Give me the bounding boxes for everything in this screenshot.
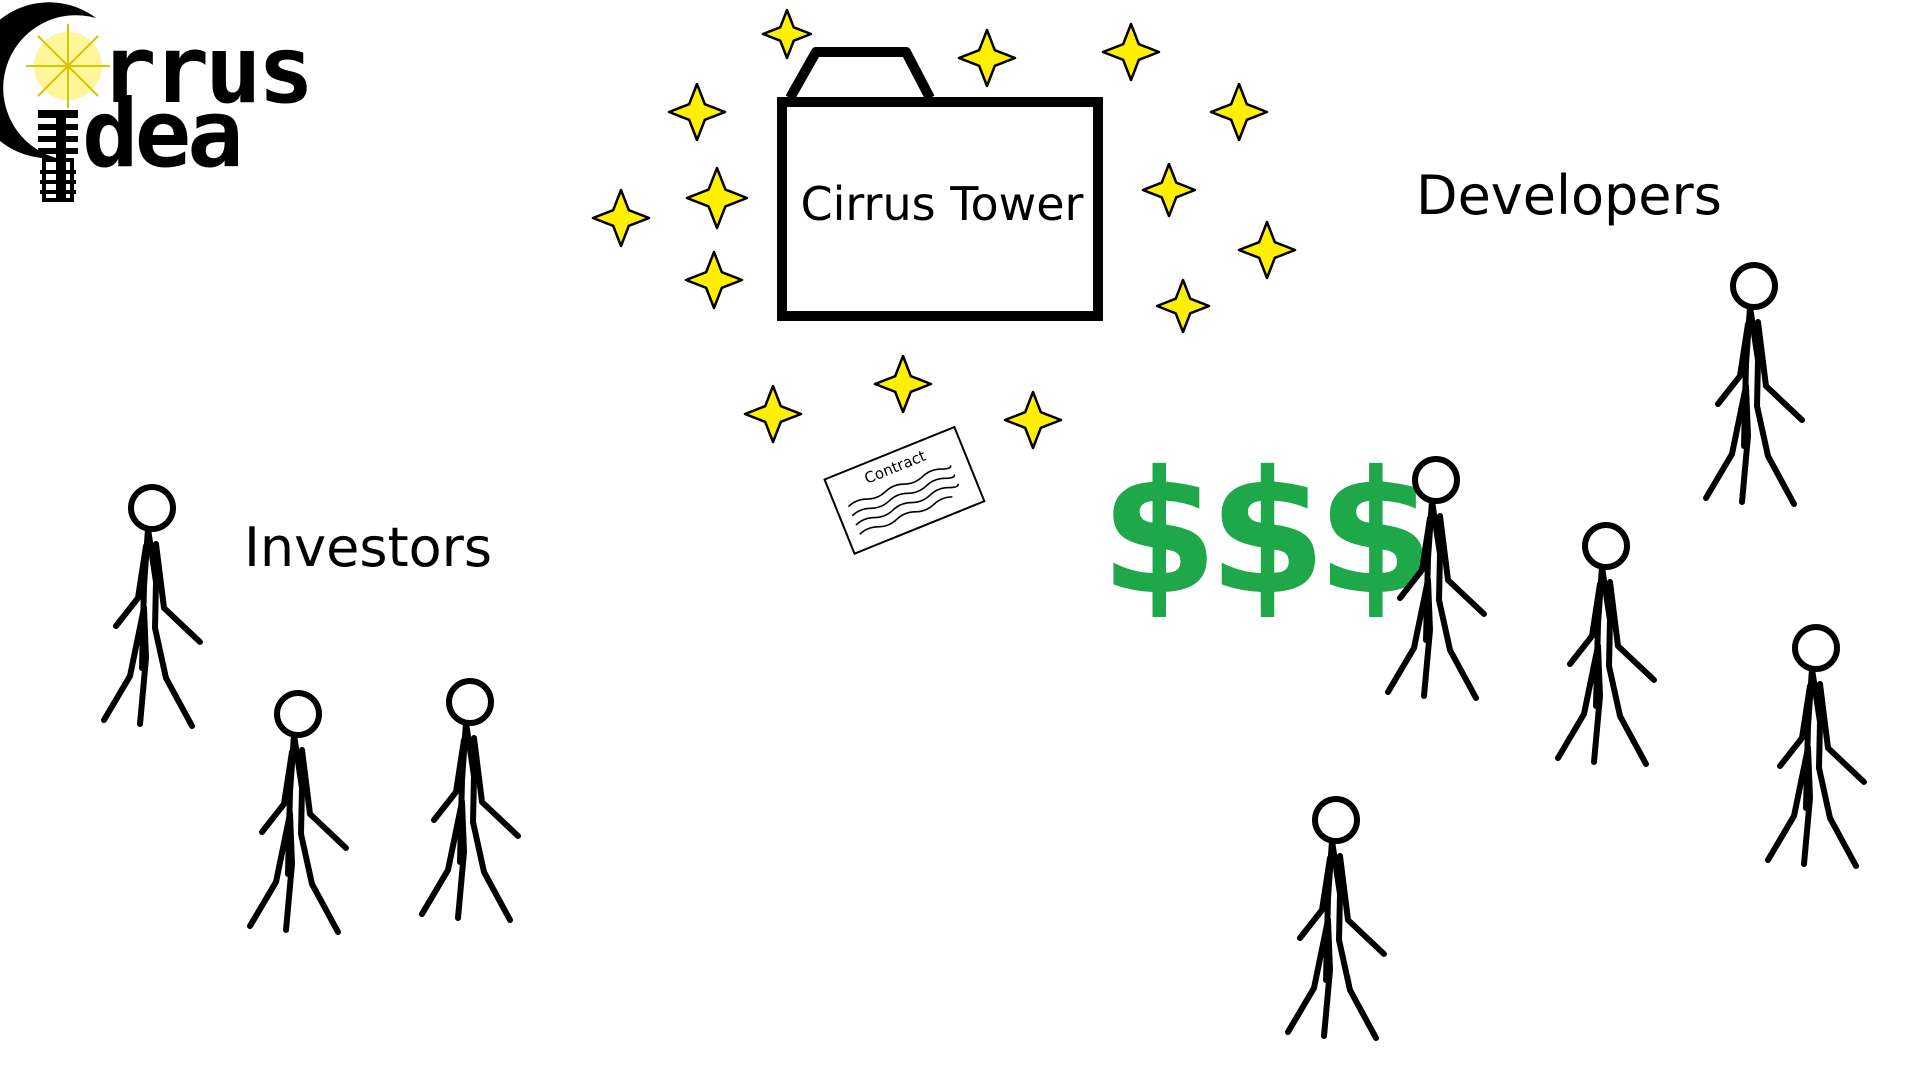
stick-figure [104, 487, 200, 726]
logo-text-line1: rrus [100, 16, 310, 125]
sparkle-icon [743, 384, 803, 444]
stick-figure [1558, 525, 1654, 764]
sparkle-icon [957, 28, 1017, 88]
contract-text-lines [847, 465, 959, 535]
sparkle-icon [1101, 22, 1161, 82]
sparkle-icon [1237, 220, 1297, 280]
sparkle-icon [761, 8, 813, 60]
sparkle-group [591, 8, 1297, 450]
stick-figure [422, 681, 518, 920]
contract-paper [823, 425, 986, 555]
logo-crescent-c [0, 2, 96, 159]
tower-box [777, 97, 1103, 321]
sparkle-icon [1003, 390, 1063, 450]
sparkle-icon [684, 250, 744, 310]
stick-figure [1768, 627, 1864, 866]
sparkle-icon [591, 188, 651, 248]
stick-figure [250, 693, 346, 932]
sparkle-icon [1155, 278, 1211, 334]
cirrus-tower: Cirrus Tower [777, 47, 1103, 321]
sparkle-icon [1141, 162, 1197, 218]
tower-tab [785, 47, 935, 101]
stick-figure [1288, 799, 1384, 1038]
money-symbols: $$$ [1100, 435, 1425, 633]
tower-label: Cirrus Tower [801, 177, 1084, 231]
sparkle-icon [873, 354, 933, 414]
investors-label: Investors [244, 516, 492, 579]
sparkle-icon [1209, 82, 1269, 142]
sparkle-icon [685, 166, 749, 230]
logo-text-line2: dea [82, 80, 240, 189]
light-bulb-icon [26, 24, 110, 202]
contract-document: Contract [823, 425, 986, 555]
sparkle-icon [667, 82, 727, 142]
cirrus-idea-logo: rrus dea [0, 2, 314, 202]
developers-group [1288, 265, 1864, 1038]
stick-figure [1706, 265, 1802, 504]
developers-label: Developers [1416, 164, 1722, 227]
